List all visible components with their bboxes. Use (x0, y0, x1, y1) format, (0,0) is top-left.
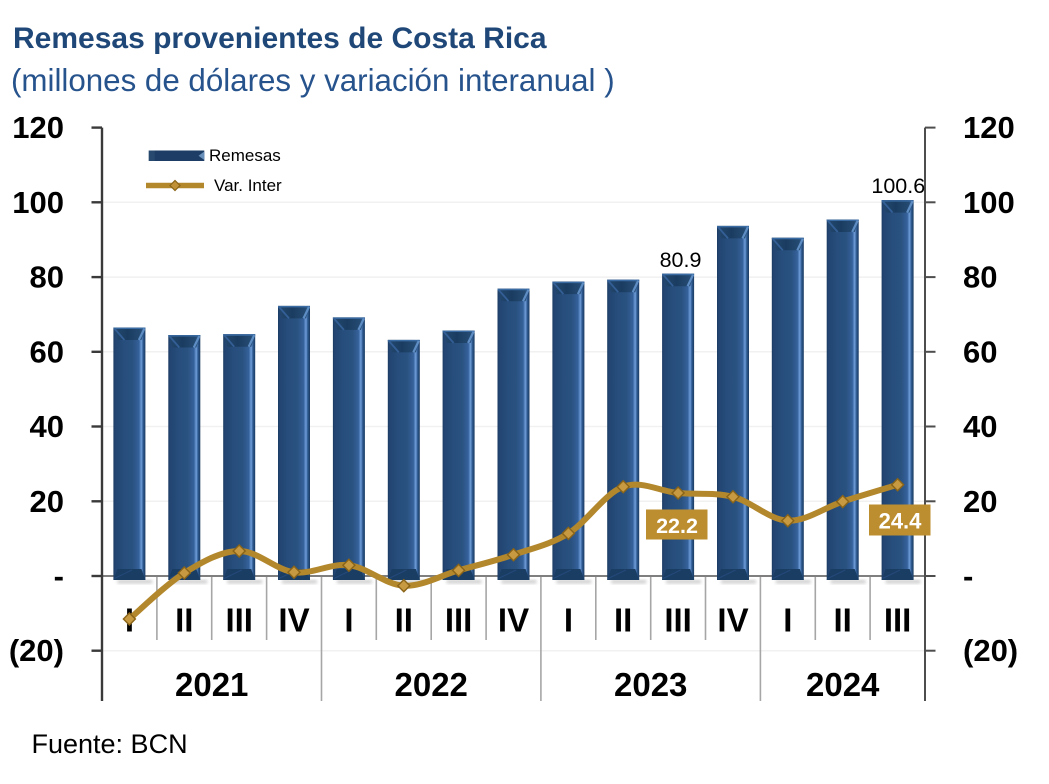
svg-text:Remesas: Remesas (209, 146, 281, 165)
svg-text:-: - (963, 559, 973, 594)
svg-text:80.9: 80.9 (660, 248, 702, 272)
svg-text:100: 100 (12, 185, 64, 220)
svg-text:80: 80 (963, 260, 997, 295)
svg-text:22.2: 22.2 (656, 514, 698, 538)
svg-text:Fuente: BCN: Fuente: BCN (32, 729, 188, 759)
svg-text:40: 40 (963, 409, 997, 444)
svg-text:I: I (564, 602, 573, 639)
svg-text:20: 20 (30, 484, 64, 519)
svg-text:I: I (783, 602, 792, 639)
svg-text:80: 80 (30, 260, 64, 295)
svg-text:60: 60 (30, 334, 64, 369)
svg-text:III: III (664, 602, 692, 639)
svg-text:Var. Inter: Var. Inter (214, 176, 282, 195)
svg-text:2021: 2021 (175, 666, 248, 703)
svg-text:II: II (175, 602, 193, 639)
svg-text:2022: 2022 (394, 666, 467, 703)
svg-text:II: II (614, 602, 632, 639)
svg-text:120: 120 (963, 110, 1015, 145)
svg-text:(millones de dólares y variaci: (millones de dólares y variación interan… (11, 63, 615, 98)
svg-text:Remesas provenientes de Costa: Remesas provenientes de Costa Rica (13, 22, 547, 55)
svg-text:40: 40 (30, 409, 64, 444)
svg-text:IV: IV (717, 602, 748, 639)
svg-text:II: II (834, 602, 852, 639)
svg-text:24.4: 24.4 (879, 509, 923, 534)
svg-text:100: 100 (963, 185, 1015, 220)
svg-text:I: I (344, 602, 353, 639)
svg-text:II: II (395, 602, 413, 639)
svg-text:2023: 2023 (614, 666, 687, 703)
svg-text:IV: IV (278, 602, 309, 639)
svg-text:(20): (20) (963, 633, 1018, 668)
svg-text:20: 20 (963, 484, 997, 519)
svg-text:120: 120 (12, 110, 64, 145)
svg-text:-: - (54, 559, 64, 594)
svg-text:III: III (225, 602, 253, 639)
svg-text:60: 60 (963, 334, 997, 369)
svg-text:IV: IV (498, 602, 529, 639)
svg-text:2024: 2024 (806, 666, 880, 703)
svg-text:100.6: 100.6 (871, 174, 925, 198)
svg-text:III: III (884, 602, 912, 639)
svg-text:(20): (20) (9, 633, 64, 668)
svg-text:III: III (445, 602, 473, 639)
